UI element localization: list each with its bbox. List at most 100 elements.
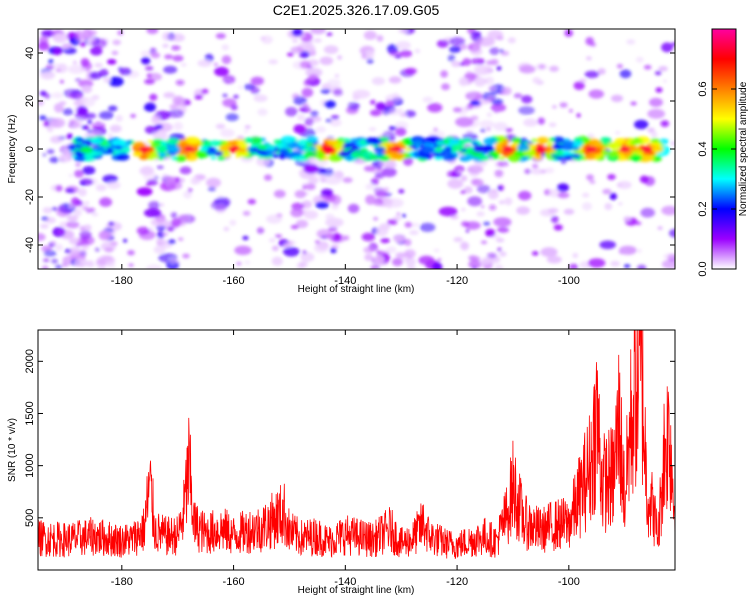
spectrogram-cell	[581, 202, 593, 211]
figure-title: C2E1.2025.326.17.09.G05	[273, 2, 440, 18]
spectrogram-cell	[167, 226, 175, 232]
spectrogram-cell	[350, 138, 358, 142]
spectrogram-cell	[67, 64, 85, 74]
spectrogram-cell	[319, 56, 334, 66]
spectrogram-cell	[669, 228, 675, 238]
spectrogram-cell	[128, 263, 134, 267]
spectrogram-cell	[385, 100, 394, 107]
spectrogram-cell	[499, 49, 504, 53]
spectrogram-cell	[494, 264, 504, 269]
spectrogram-cell	[115, 115, 123, 122]
spectrogram-cell	[40, 70, 56, 80]
spectrogram-cell	[671, 42, 675, 47]
spectrogram-cell	[365, 194, 376, 205]
spectrogram-cell	[291, 29, 303, 37]
spectrogram-cell	[374, 190, 388, 198]
spectrogram-cell	[46, 149, 55, 154]
spectrogram-cell	[108, 133, 113, 138]
spectrogram-cell	[468, 255, 477, 261]
spectrogram-cell	[607, 150, 619, 157]
spectrogram-cell	[562, 150, 571, 155]
spectrogram-cell	[167, 109, 184, 118]
spectrogram-cell	[473, 65, 493, 75]
spectrogram-cell	[98, 111, 114, 120]
spectrogram-cell	[179, 99, 187, 107]
spectrogram-cell	[286, 141, 300, 150]
snr-x-label: Height of straight line (km)	[298, 585, 415, 596]
spectrogram-cell	[449, 37, 466, 46]
spectrogram-cell	[326, 32, 333, 36]
spectrogram-cell	[507, 37, 516, 44]
spectrogram-cell	[153, 245, 166, 254]
spectrogram-cell	[145, 66, 154, 71]
spectrogram-cell	[350, 151, 364, 159]
spectrogram-cell	[377, 167, 382, 171]
spectrogram-cell	[484, 99, 491, 104]
spectrogram-cell	[497, 186, 503, 191]
spectrogram-cell	[320, 88, 331, 94]
spectrogram-cell	[175, 79, 185, 86]
spectrogram-cell	[368, 127, 377, 132]
spectrogram-cell	[169, 104, 179, 110]
spectrogram-cell	[231, 140, 239, 144]
spectrogram-cell	[108, 105, 118, 112]
spectrogram-heatmap	[38, 29, 675, 269]
spectrogram-cell	[638, 154, 653, 163]
spectrogram-cell	[266, 214, 283, 224]
spectrogram-cell	[634, 119, 649, 130]
spectrogram-cell	[393, 235, 405, 243]
spectrogram-cell	[307, 178, 318, 185]
spectrogram-cell	[299, 106, 311, 113]
spectrogram-cell	[51, 258, 58, 264]
spectrogram-cell	[484, 144, 493, 149]
spectrogram-cell	[493, 217, 512, 227]
spectrogram-cell	[182, 253, 190, 259]
spectrogram-cell	[304, 117, 314, 126]
x-tick-label: -120	[446, 576, 468, 588]
spectrogram-cell	[476, 36, 495, 47]
spectrogram-cell	[38, 41, 50, 51]
spectrogram-cell	[301, 87, 314, 98]
spectrogram-cell	[305, 183, 316, 190]
spectrogram-cell	[213, 62, 218, 67]
spectrogram-cell	[511, 137, 522, 143]
spectrogram-cell	[447, 54, 456, 62]
spectrogram-cell	[630, 101, 637, 106]
spectrogram-cell	[546, 255, 562, 264]
spectrogram-cell	[470, 115, 479, 120]
spectrogram-x-label: Height of straight line (km)	[298, 284, 415, 295]
spectrogram-cell	[548, 137, 556, 142]
spectrogram-cell	[165, 139, 175, 145]
spectrogram-cell	[249, 149, 256, 153]
spectrogram-cell	[610, 94, 624, 103]
spectrogram-cell	[74, 169, 84, 178]
spectrogram-cell	[563, 208, 575, 215]
spectrogram-cell	[109, 124, 122, 133]
spectrogram-cell	[280, 148, 290, 154]
spectrogram-cell	[87, 119, 92, 124]
spectrogram-cell	[90, 46, 103, 56]
spectrogram-cell	[85, 207, 96, 213]
spectrogram-cell	[233, 94, 239, 99]
spectrogram-cell	[619, 69, 632, 79]
spectrogram-cell	[364, 253, 374, 261]
spectrogram-cell	[244, 260, 251, 265]
spectrogram-cell	[49, 156, 60, 163]
spectrogram-cell	[465, 229, 470, 233]
spectrogram-cell	[597, 68, 606, 75]
spectrogram-cell	[260, 229, 265, 233]
spectrogram-cell	[151, 115, 161, 125]
spectrogram-cell	[510, 143, 519, 148]
spectrogram-cell	[557, 192, 570, 199]
spectrogram-cell	[328, 226, 338, 232]
spectrogram-cell	[222, 98, 237, 108]
spectrogram-cell	[479, 120, 495, 129]
spectrogram-cell	[146, 29, 159, 35]
spectrogram-cell	[442, 153, 457, 162]
spectrogram-cell	[347, 203, 360, 214]
spectrogram-cell	[112, 139, 125, 147]
spectrogram-cell	[498, 200, 505, 205]
spectrogram-cell	[640, 207, 655, 218]
colorbar-tick-label: 0.4	[697, 141, 709, 156]
spectrogram-cell	[48, 59, 54, 64]
